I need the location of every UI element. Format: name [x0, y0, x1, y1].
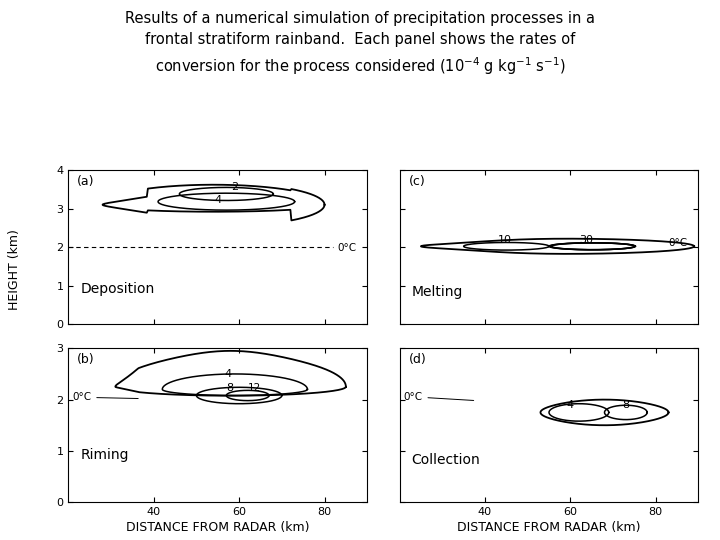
Text: Riming: Riming: [81, 448, 129, 462]
Text: Results of a numerical simulation of precipitation processes in a
frontal strati: Results of a numerical simulation of pre…: [125, 11, 595, 77]
Text: HEIGHT (km): HEIGHT (km): [8, 230, 21, 310]
Text: 12: 12: [248, 383, 261, 394]
Text: Melting: Melting: [412, 285, 463, 299]
Text: 0°C: 0°C: [668, 238, 688, 248]
Text: 30: 30: [579, 235, 593, 245]
Text: 2: 2: [231, 182, 238, 192]
Text: 10: 10: [498, 235, 512, 245]
Text: Deposition: Deposition: [81, 282, 155, 296]
Text: 0°C: 0°C: [404, 392, 423, 402]
Text: Collection: Collection: [412, 453, 480, 467]
Text: 8: 8: [226, 383, 233, 394]
Text: 4: 4: [215, 195, 221, 205]
X-axis label: DISTANCE FROM RADAR (km): DISTANCE FROM RADAR (km): [126, 521, 310, 534]
Text: 0°C: 0°C: [73, 392, 91, 402]
Text: 4: 4: [566, 400, 573, 410]
Text: (d): (d): [408, 353, 426, 366]
Text: 0°C: 0°C: [337, 243, 356, 253]
X-axis label: DISTANCE FROM RADAR (km): DISTANCE FROM RADAR (km): [457, 521, 641, 534]
Text: (a): (a): [77, 175, 95, 188]
Text: (c): (c): [408, 175, 426, 188]
Text: 8: 8: [622, 400, 629, 410]
Text: 4: 4: [225, 369, 232, 379]
Text: (b): (b): [77, 353, 95, 366]
